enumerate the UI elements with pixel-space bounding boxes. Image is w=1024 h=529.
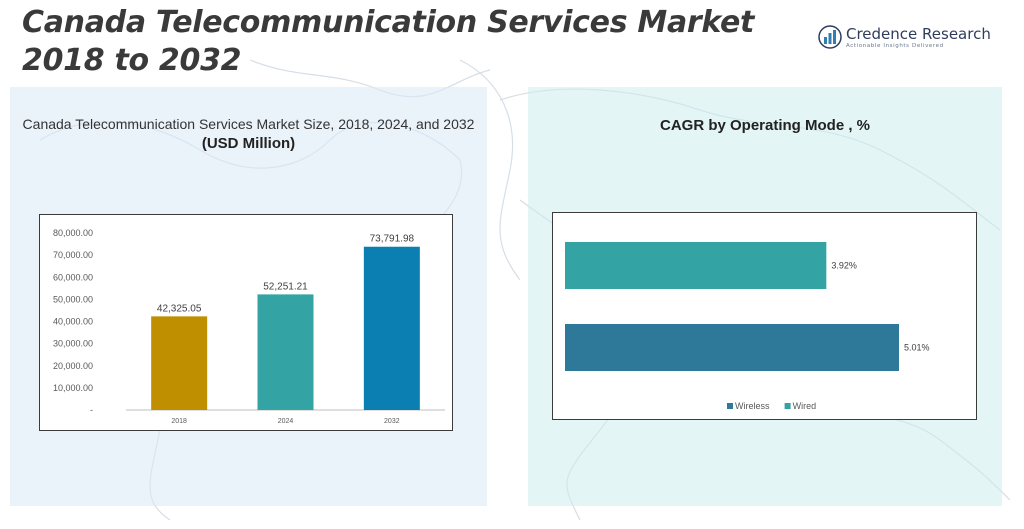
y-tick-label: 30,000.00: [53, 339, 93, 349]
cagr-chart: 3.92% 5.01% Wireless Wired: [552, 212, 977, 420]
data-label-2032: 73,791.98: [370, 234, 415, 245]
data-label-2024: 52,251.21: [263, 281, 308, 292]
x-tick-label-2024: 2024: [278, 418, 294, 425]
market-size-unit: (USD Million): [201, 135, 296, 152]
legend-swatch-wireless: [727, 403, 733, 409]
cagr-horizontal-bar-chart: 3.92% 5.01% Wireless Wired: [565, 242, 930, 411]
y-tick-label: 80,000.00: [53, 228, 93, 238]
y-tick-label: 40,000.00: [53, 317, 93, 327]
data-label-wired: 3.92%: [831, 261, 857, 271]
y-tick-label: 50,000.00: [53, 294, 93, 304]
data-label-2018: 42,325.05: [157, 303, 202, 314]
data-label-wireless: 5.01%: [904, 343, 930, 353]
y-tick-label: -: [90, 405, 93, 415]
bar-2018: [151, 316, 208, 410]
bar-wired: [565, 242, 827, 289]
bar-2032: [363, 246, 420, 410]
legend-label-wired: Wired: [793, 401, 817, 411]
bar-2024: [257, 294, 314, 410]
logo-name: Credence Research: [846, 24, 991, 43]
bar-wireless: [565, 324, 899, 371]
bar-chart-logo-icon: [818, 25, 842, 49]
market-size-bar-chart: - 10,000.00 20,000.00 30,000.00 40,000.00 50,…: [53, 228, 445, 425]
x-tick-label-2032: 2032: [384, 418, 400, 425]
logo-tagline: Actionable Insights Delivered: [846, 42, 944, 49]
market-size-chart-title: Canada Telecommunication Services Market…: [22, 116, 475, 132]
cagr-chart-title: CAGR by Operating Mode , %: [659, 117, 870, 134]
market-size-chart: - 10,000.00 20,000.00 30,000.00 40,000.00 50,…: [39, 214, 453, 431]
page-title: Canada Telecommunication Services Market…: [22, 5, 755, 78]
x-tick-label-2018: 2018: [171, 418, 187, 425]
legend-label-wireless: Wireless: [735, 401, 770, 411]
y-tick-label: 20,000.00: [53, 361, 93, 371]
legend-swatch-wired: [784, 403, 791, 409]
y-tick-label: 10,000.00: [53, 383, 93, 393]
y-tick-label: 60,000.00: [53, 272, 93, 282]
credence-research-logo: Credence Research Actionable Insights De…: [818, 20, 1008, 54]
y-tick-label: 70,000.00: [53, 250, 93, 260]
